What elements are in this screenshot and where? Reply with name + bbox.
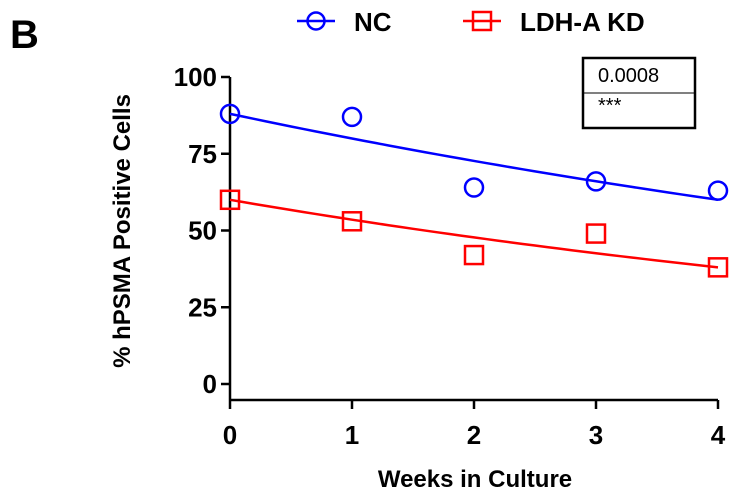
legend-nc: NC	[297, 7, 392, 37]
data-point-nc	[341, 106, 363, 128]
y-tick-label: 75	[188, 139, 217, 169]
data-point-ldha	[219, 189, 241, 211]
x-axis-title: Weeks in Culture	[378, 466, 572, 493]
y-axis-title: % hPSMA Positive Cells	[109, 94, 136, 368]
fit-line-ldha	[229, 198, 719, 269]
panel-label: B	[10, 13, 39, 57]
data-point-nc	[463, 177, 485, 198]
data-point-nc	[585, 171, 607, 192]
data-point-ldha	[707, 257, 729, 278]
data-point-nc	[707, 180, 729, 201]
legend-nc-circle-icon	[306, 11, 326, 31]
legend-ldha-label: LDH-A KD	[520, 7, 645, 37]
y-tick-label: 50	[188, 216, 217, 246]
stat-box: 0.0008 ***	[581, 56, 697, 130]
x-tick-label: 3	[589, 420, 603, 450]
y-tick-label: 25	[188, 292, 217, 322]
axes: 0 25 50 75 100 0 1 2 3 4	[174, 62, 726, 450]
data-points	[219, 103, 729, 278]
y-tick-label: 100	[174, 62, 217, 92]
fit-lines	[229, 112, 719, 269]
legend-nc-label: NC	[354, 7, 392, 37]
data-point-ldha	[341, 211, 363, 232]
legend-ldha-square-icon	[471, 10, 493, 32]
legend-ldha: LDH-A KD	[463, 7, 645, 37]
x-tick-label: 4	[711, 420, 726, 450]
data-point-ldha	[585, 223, 607, 244]
data-point-nc	[219, 103, 241, 125]
fit-line-nc	[229, 112, 719, 202]
x-tick-label: 2	[467, 420, 481, 450]
p-value-text: 0.0008	[598, 65, 659, 87]
legend: NC LDH-A KD	[297, 7, 645, 37]
y-tick-label: 0	[203, 369, 217, 399]
x-tick-label: 1	[345, 420, 359, 450]
data-point-ldha	[463, 244, 485, 266]
x-tick-label: 0	[223, 420, 237, 450]
significance-text: ***	[598, 95, 622, 117]
